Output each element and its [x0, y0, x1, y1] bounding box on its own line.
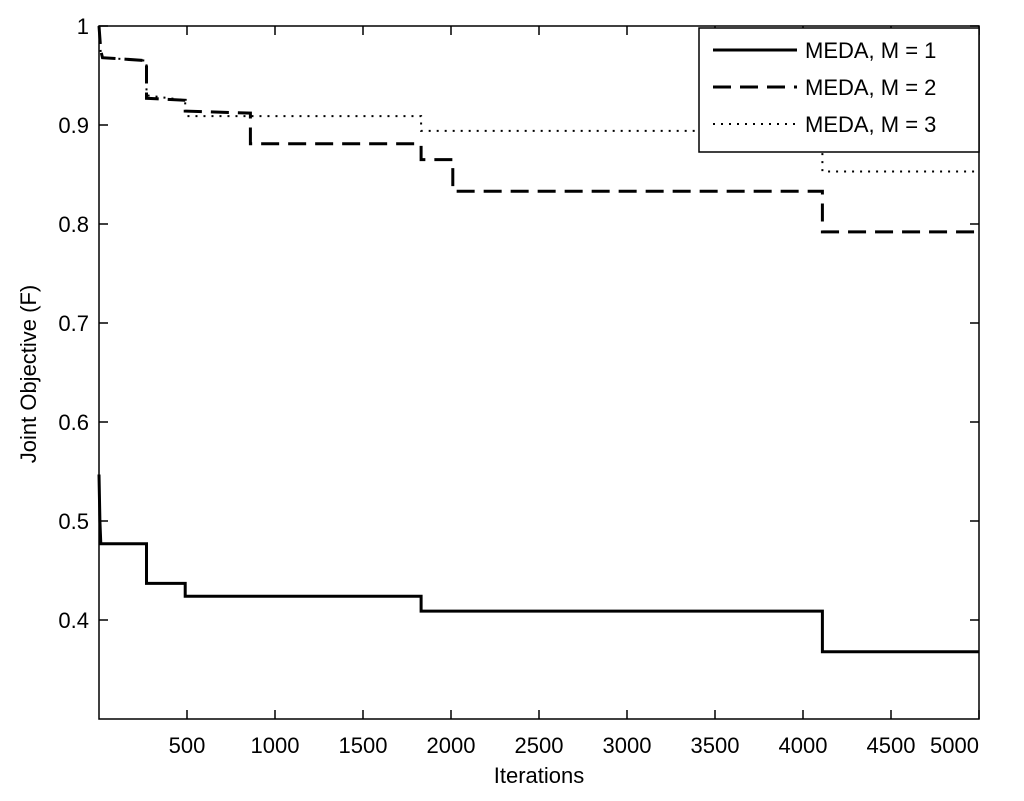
x-axis-title: Iterations [494, 763, 585, 788]
y-tick-label: 0.6 [58, 410, 89, 435]
y-tick-label: 0.9 [58, 113, 89, 138]
y-tick-label: 1 [77, 14, 89, 39]
x-tick-label: 2500 [515, 733, 564, 758]
y-tick-label: 0.7 [58, 311, 89, 336]
legend-label-m1: MEDA, M = 1 [805, 38, 936, 63]
series-line-m2 [97, 25, 979, 234]
x-tick-label: 500 [169, 733, 206, 758]
legend-label-m3: MEDA, M = 3 [805, 112, 936, 137]
series-line-m1 [97, 474, 979, 654]
legend: MEDA, M = 1 MEDA, M = 2 MEDA, M = 3 [698, 27, 980, 153]
x-tick-label: 4500 [867, 733, 916, 758]
axes-layer: 500 1000 1500 2000 2500 3000 3500 4000 4500 5000 0… [58, 14, 980, 758]
y-axis-title: Joint Objective (F) [16, 285, 41, 464]
x-tick-label: 1000 [251, 733, 300, 758]
x-tick-label: 4000 [779, 733, 828, 758]
x-tick-label: 5000 [930, 733, 979, 758]
x-tick-label: 3000 [603, 733, 652, 758]
y-tick-label: 0.8 [58, 212, 89, 237]
x-tick-label: 3500 [691, 733, 740, 758]
y-tick-label: 0.5 [58, 509, 89, 534]
x-tick-label: 1500 [339, 733, 388, 758]
x-tick-label: 2000 [427, 733, 476, 758]
y-tick-label: 0.4 [58, 608, 89, 633]
legend-label-m2: MEDA, M = 2 [805, 75, 936, 100]
